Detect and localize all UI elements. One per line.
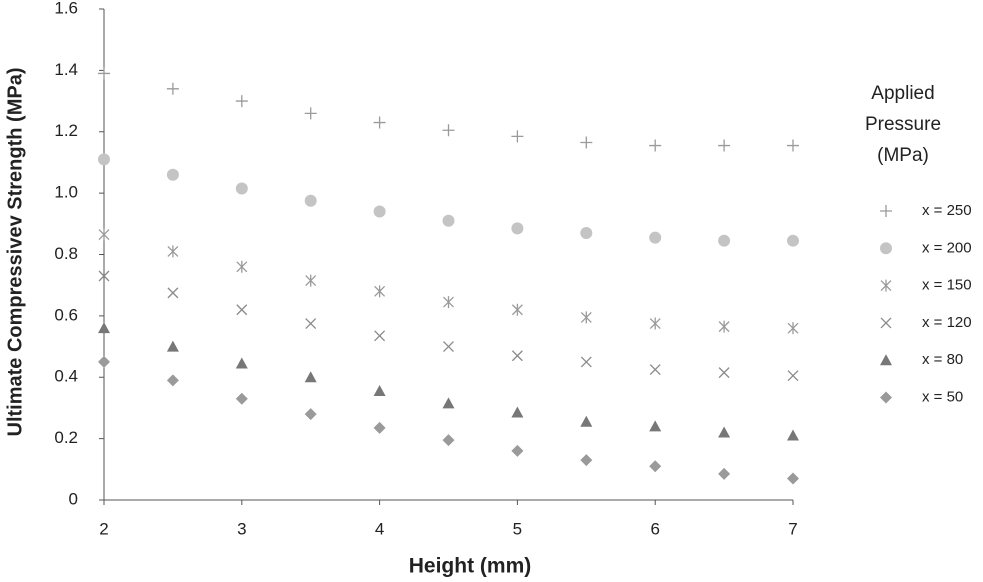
x-tick-label: 7 xyxy=(788,519,797,538)
data-point xyxy=(718,234,731,247)
data-point xyxy=(511,130,524,143)
data-point xyxy=(442,124,455,137)
data-point xyxy=(787,472,799,485)
data-point xyxy=(787,429,799,441)
data-point xyxy=(166,168,179,181)
data-point xyxy=(580,311,592,324)
y-tick-label: 1.6 xyxy=(54,0,78,17)
x-tick-label: 3 xyxy=(237,519,246,538)
data-point xyxy=(373,205,386,218)
data-point xyxy=(304,408,317,421)
legend-marker xyxy=(880,279,892,292)
data-point xyxy=(236,260,248,273)
x-tick-label: 6 xyxy=(650,519,659,538)
data-point xyxy=(580,136,593,149)
legend-marker xyxy=(880,205,892,217)
data-point xyxy=(98,67,110,80)
y-tick-label: 1.4 xyxy=(54,60,78,79)
data-point xyxy=(649,364,661,376)
y-tick-label: 0 xyxy=(69,489,78,508)
y-tick-label: 1.0 xyxy=(54,183,78,202)
data-point xyxy=(166,82,179,95)
legend-marker xyxy=(880,354,892,366)
data-point xyxy=(374,330,386,342)
data-point xyxy=(98,270,110,282)
data-point xyxy=(167,245,179,258)
data-point xyxy=(235,95,248,108)
legend-label: x = 200 xyxy=(922,239,972,256)
data-point xyxy=(580,415,593,427)
data-point xyxy=(374,285,386,298)
data-point xyxy=(167,287,179,299)
data-point xyxy=(236,304,248,316)
data-point xyxy=(305,274,317,287)
data-point xyxy=(98,153,110,166)
data-point xyxy=(718,367,730,379)
legend-label: x = 250 xyxy=(922,202,972,219)
data-point xyxy=(718,139,731,152)
data-point xyxy=(718,426,731,438)
data-point xyxy=(511,350,523,362)
y-tick-label: 0.6 xyxy=(54,305,78,324)
data-point xyxy=(787,234,799,247)
data-point xyxy=(511,406,524,418)
data-point xyxy=(305,318,317,330)
y-tick-label: 0.8 xyxy=(54,244,78,263)
data-point xyxy=(787,322,799,335)
data-point xyxy=(649,460,662,473)
data-point xyxy=(442,214,455,227)
data-point xyxy=(718,467,731,480)
x-tick-label: 5 xyxy=(513,519,522,538)
data-point xyxy=(373,421,386,434)
data-point xyxy=(166,374,179,387)
data-point xyxy=(235,182,248,195)
legend-marker xyxy=(880,391,892,404)
data-point xyxy=(649,231,662,244)
data-point xyxy=(787,139,799,152)
data-point xyxy=(580,356,592,368)
data-point xyxy=(304,107,317,120)
data-point xyxy=(98,228,110,241)
legend-label: x = 80 xyxy=(922,351,963,368)
data-point xyxy=(304,194,317,207)
data-point xyxy=(98,355,110,368)
y-tick-label: 0.2 xyxy=(54,428,78,447)
data-point xyxy=(511,303,523,316)
data-point xyxy=(235,392,248,405)
legend-label: x = 50 xyxy=(922,388,963,405)
data-point xyxy=(718,320,730,333)
legend-label: x = 150 xyxy=(922,277,972,294)
data-point xyxy=(373,385,386,397)
data-point xyxy=(166,340,179,352)
data-point xyxy=(649,139,662,152)
legend-label: x = 120 xyxy=(922,314,972,331)
legend-marker xyxy=(880,317,892,329)
data-point xyxy=(580,454,593,467)
data-point xyxy=(443,296,454,309)
data-point xyxy=(304,371,317,383)
data-point xyxy=(787,370,799,382)
data-point xyxy=(235,357,248,369)
data-point xyxy=(511,444,524,457)
x-axis-title: Height (mm) xyxy=(409,555,532,578)
data-point xyxy=(580,227,593,240)
data-point xyxy=(442,397,455,409)
x-tick-label: 4 xyxy=(375,519,384,538)
data-point xyxy=(443,341,454,353)
legend-title: Applied Pressure (MPa) xyxy=(864,83,942,166)
data-point xyxy=(373,116,386,129)
y-axis-title: Ultimate Compressivev Strength (MPa) xyxy=(4,68,26,437)
y-tick-label: 1.2 xyxy=(54,121,78,140)
y-tick-label: 0.4 xyxy=(54,367,78,386)
data-point xyxy=(511,222,524,235)
legend-marker xyxy=(880,242,892,255)
data-point xyxy=(649,420,662,432)
data-point xyxy=(442,434,455,447)
data-point xyxy=(98,322,110,334)
data-point xyxy=(649,317,661,330)
x-tick-label: 2 xyxy=(99,519,108,538)
